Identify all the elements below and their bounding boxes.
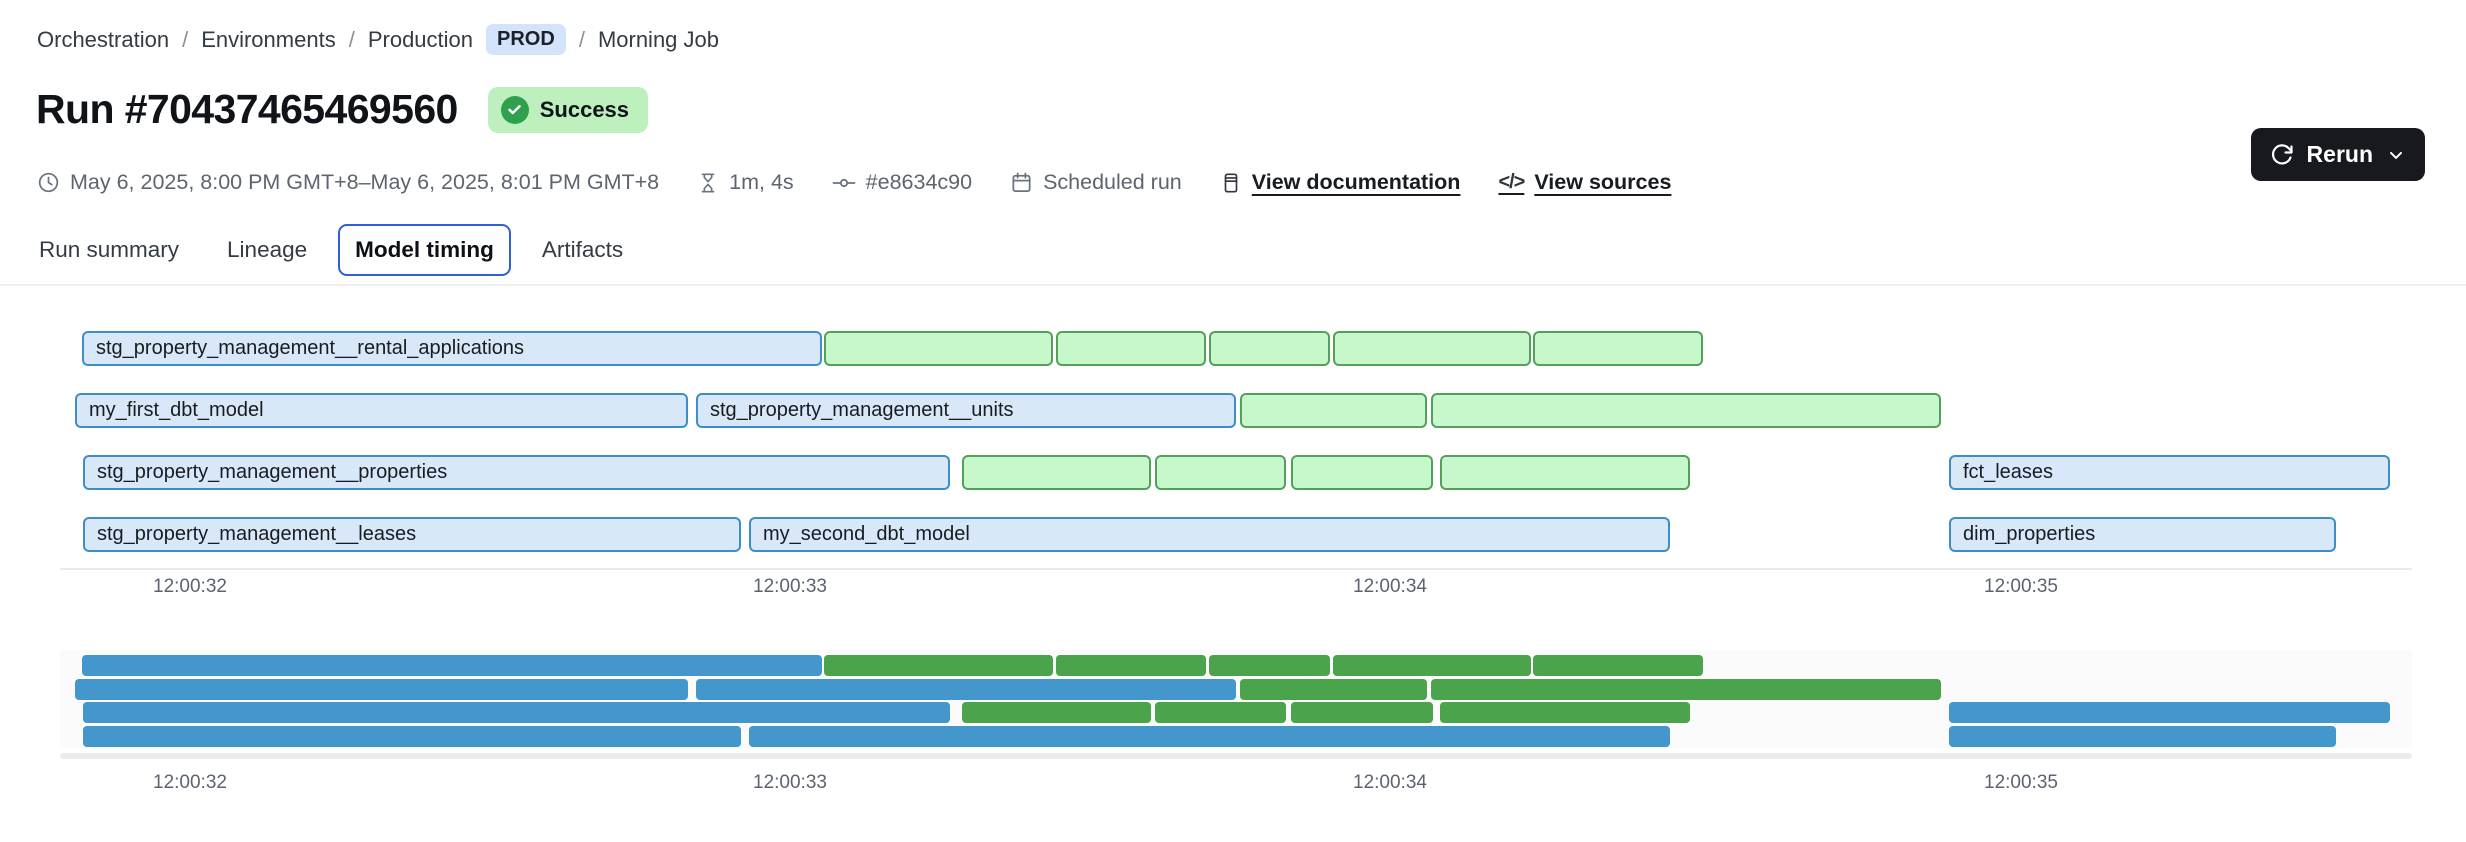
axis-tick-label: 12:00:35 <box>1984 772 2058 794</box>
view-sources-link[interactable]: </> View sources <box>1498 170 1671 195</box>
commit-hash: #e8634c90 <box>832 170 972 195</box>
axis-tick-label: 12:00:35 <box>1984 576 2058 598</box>
document-icon <box>1220 172 1242 194</box>
gantt-bar-model[interactable]: my_second_dbt_model <box>749 517 1670 552</box>
rerun-button-label: Rerun <box>2307 141 2373 168</box>
status-badge-label: Success <box>540 97 629 123</box>
minimap-bar[interactable] <box>1431 679 1941 700</box>
view-documentation-text: View documentation <box>1252 170 1461 195</box>
breadcrumb: Orchestration / Environments / Productio… <box>37 24 719 55</box>
minimap-bar[interactable] <box>83 702 950 723</box>
gantt-bar-test[interactable] <box>1291 455 1433 490</box>
title-row: Run #70437465469560 Success <box>36 86 648 133</box>
axis-tick-label: 12:00:33 <box>753 576 827 598</box>
breadcrumb-morning-job[interactable]: Morning Job <box>598 27 719 53</box>
axis-tick-label: 12:00:33 <box>753 772 827 794</box>
tab-run-summary[interactable]: Run summary <box>22 224 196 276</box>
gantt-bar-model[interactable]: dim_properties <box>1949 517 2336 552</box>
minimap-bar[interactable] <box>1056 655 1206 676</box>
axis-tick-label: 12:00:34 <box>1353 576 1427 598</box>
axis-tick-label: 12:00:32 <box>153 576 227 598</box>
minimap-bar[interactable] <box>75 679 688 700</box>
view-sources-text: View sources <box>1534 170 1671 195</box>
minimap-bar[interactable] <box>1333 655 1531 676</box>
tab-model-timing[interactable]: Model timing <box>338 224 511 276</box>
rerun-button[interactable]: Rerun <box>2251 128 2425 181</box>
gantt-bar-test[interactable] <box>962 455 1151 490</box>
minimap-bar[interactable] <box>696 679 1236 700</box>
minimap-bar[interactable] <box>1155 702 1286 723</box>
commit-icon <box>832 171 856 195</box>
environment-badge: PROD <box>486 24 566 55</box>
gantt-bar-model[interactable]: stg_property_management__properties <box>83 455 950 490</box>
minimap-bar[interactable] <box>82 655 822 676</box>
run-time-range-text: May 6, 2025, 8:00 PM GMT+8–May 6, 2025, … <box>70 170 659 195</box>
gantt-bar-test[interactable] <box>1155 455 1286 490</box>
gantt-bar-label: my_second_dbt_model <box>763 523 970 546</box>
gantt-bar-label: dim_properties <box>1963 523 2095 546</box>
gantt-bar-test[interactable] <box>1431 393 1941 428</box>
run-time-range: May 6, 2025, 8:00 PM GMT+8–May 6, 2025, … <box>37 170 659 195</box>
gantt-bar-model[interactable]: my_first_dbt_model <box>75 393 688 428</box>
gantt-bar-label: stg_property_management__rental_applicat… <box>96 337 524 360</box>
axis-tick-label: 12:00:32 <box>153 772 227 794</box>
minimap-bar[interactable] <box>1291 702 1433 723</box>
minimap-bar[interactable] <box>1949 702 2390 723</box>
minimap-scroll-track[interactable] <box>60 753 2412 759</box>
gantt-bar-label: fct_leases <box>1963 461 2053 484</box>
breadcrumb-environments[interactable]: Environments <box>201 27 336 53</box>
gantt-bar-test[interactable] <box>824 331 1053 366</box>
chevron-down-icon[interactable] <box>2386 145 2406 165</box>
gantt-bar-label: stg_property_management__leases <box>97 523 416 546</box>
breadcrumb-separator: / <box>349 27 355 53</box>
tab-artifacts[interactable]: Artifacts <box>525 224 640 276</box>
axis-tick-label: 12:00:34 <box>1353 772 1427 794</box>
gantt-bar-test[interactable] <box>1333 331 1531 366</box>
gantt-bar-model[interactable]: fct_leases <box>1949 455 2390 490</box>
gantt-bar-model[interactable]: stg_property_management__rental_applicat… <box>82 331 822 366</box>
gantt-bar-test[interactable] <box>1533 331 1703 366</box>
view-documentation-link[interactable]: View documentation <box>1220 170 1461 195</box>
minimap-bar[interactable] <box>962 702 1151 723</box>
run-meta-row: May 6, 2025, 8:00 PM GMT+8–May 6, 2025, … <box>37 170 1671 195</box>
model-timing-panel: stg_property_management__rental_applicat… <box>0 286 2466 842</box>
run-trigger: Scheduled run <box>1010 170 1182 195</box>
minimap-bar[interactable] <box>83 726 741 747</box>
breadcrumb-separator: / <box>182 27 188 53</box>
run-duration-text: 1m, 4s <box>729 170 794 195</box>
refresh-icon <box>2270 143 2294 167</box>
minimap-bar[interactable] <box>1949 726 2336 747</box>
gantt-bar-model[interactable]: stg_property_management__units <box>696 393 1236 428</box>
gantt-bar-label: stg_property_management__units <box>710 399 1014 422</box>
status-badge: Success <box>488 87 648 133</box>
minimap-bar[interactable] <box>1533 655 1703 676</box>
breadcrumb-orchestration[interactable]: Orchestration <box>37 27 169 53</box>
breadcrumb-production[interactable]: Production <box>368 27 473 53</box>
clock-icon <box>37 171 60 194</box>
minimap-bar[interactable] <box>1440 702 1690 723</box>
calendar-icon <box>1010 171 1033 194</box>
gantt-bar-label: my_first_dbt_model <box>89 399 264 422</box>
run-tabs: Run summary Lineage Model timing Artifac… <box>22 224 640 276</box>
gantt-bar-label: stg_property_management__properties <box>97 461 447 484</box>
page-title: Run #70437465469560 <box>36 86 458 133</box>
commit-hash-text: #e8634c90 <box>866 170 972 195</box>
minimap-bar[interactable] <box>749 726 1670 747</box>
gantt-axis-line <box>60 568 2412 570</box>
minimap-bar[interactable] <box>1209 655 1330 676</box>
breadcrumb-separator: / <box>579 27 585 53</box>
run-trigger-text: Scheduled run <box>1043 170 1182 195</box>
gantt-bar-test[interactable] <box>1240 393 1427 428</box>
check-icon <box>501 96 529 124</box>
gantt-bar-test[interactable] <box>1440 455 1690 490</box>
gantt-bar-model[interactable]: stg_property_management__leases <box>83 517 741 552</box>
hourglass-icon <box>697 172 719 194</box>
tab-lineage[interactable]: Lineage <box>210 224 324 276</box>
gantt-bar-test[interactable] <box>1209 331 1330 366</box>
code-icon: </> <box>1498 171 1524 194</box>
run-duration: 1m, 4s <box>697 170 794 195</box>
minimap-bar[interactable] <box>824 655 1053 676</box>
minimap-bar[interactable] <box>1240 679 1427 700</box>
gantt-bar-test[interactable] <box>1056 331 1206 366</box>
